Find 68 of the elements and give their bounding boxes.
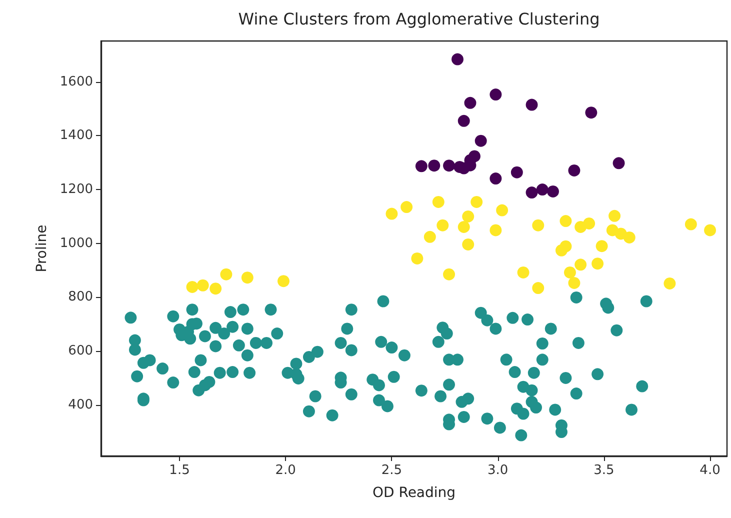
- y-tick-label: 1200: [60, 182, 93, 198]
- point: [608, 210, 621, 222]
- point: [704, 224, 716, 236]
- point: [568, 164, 580, 176]
- point: [574, 258, 587, 271]
- point: [568, 276, 580, 289]
- y-axis-title: Proline: [34, 224, 50, 272]
- point: [532, 219, 544, 232]
- point: [592, 258, 604, 270]
- point: [510, 166, 523, 178]
- point: [386, 208, 398, 220]
- chart-title: Wine Clusters from Agglomerative Clustering: [238, 10, 600, 28]
- point: [474, 134, 487, 147]
- x-tick-label: 2.0: [275, 463, 296, 478]
- point: [596, 240, 608, 252]
- y-tick-label: 800: [68, 290, 93, 305]
- point: [684, 218, 697, 230]
- point: [583, 217, 596, 230]
- point: [241, 272, 254, 284]
- point: [623, 231, 636, 244]
- point: [560, 215, 572, 228]
- point: [490, 172, 502, 185]
- point: [210, 282, 222, 295]
- point: [462, 210, 474, 222]
- x-tick-label: 3.5: [594, 463, 614, 478]
- point: [517, 266, 530, 278]
- y-tick-label: 1400: [60, 128, 93, 144]
- point: [547, 185, 559, 198]
- point: [458, 114, 470, 127]
- point: [443, 268, 456, 280]
- point: [400, 201, 413, 214]
- point: [526, 98, 538, 111]
- point: [462, 238, 474, 250]
- x-tick-label: 2.5: [381, 463, 402, 478]
- x-tick-label: 3.0: [487, 463, 508, 478]
- point: [186, 280, 198, 293]
- y-tick-label: 1600: [60, 74, 93, 90]
- point: [415, 160, 428, 172]
- point: [464, 96, 476, 109]
- point: [532, 282, 544, 294]
- y-tick-label: 1000: [60, 236, 93, 251]
- point: [585, 106, 598, 119]
- point: [452, 53, 464, 66]
- y-tick-label: 400: [68, 397, 93, 412]
- y-tick-label: 600: [68, 344, 93, 359]
- point: [432, 196, 444, 208]
- point: [443, 160, 456, 172]
- point: [664, 277, 676, 290]
- point: [612, 157, 625, 170]
- x-tick-label: 4.0: [700, 463, 720, 478]
- point: [470, 196, 483, 208]
- point: [424, 230, 436, 243]
- x-tick-label: 1.5: [169, 463, 190, 478]
- point: [564, 266, 576, 278]
- point: [411, 252, 424, 264]
- point: [490, 224, 502, 236]
- point: [490, 88, 502, 101]
- point: [196, 279, 209, 292]
- point: [436, 219, 449, 232]
- x-axis-title: OD Reading: [372, 485, 456, 501]
- point: [560, 240, 572, 252]
- point: [536, 184, 548, 196]
- point: [526, 186, 538, 199]
- point: [428, 160, 440, 172]
- point: [496, 204, 508, 216]
- point: [220, 268, 232, 280]
- point: [458, 220, 470, 233]
- point: [278, 275, 290, 288]
